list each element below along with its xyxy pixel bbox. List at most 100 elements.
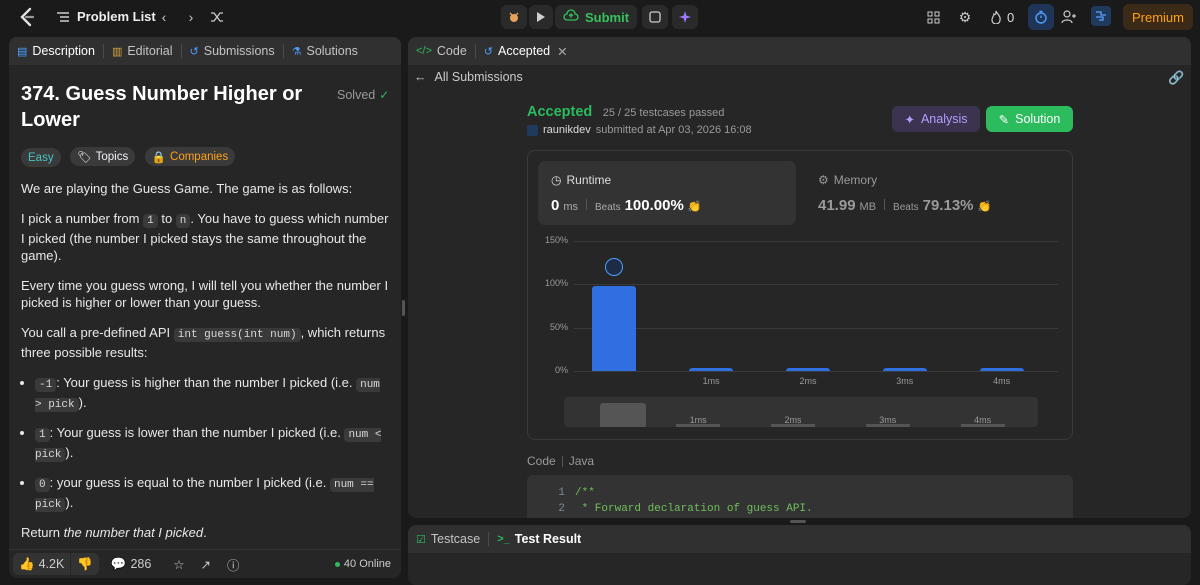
- timer-button[interactable]: [1028, 4, 1054, 30]
- next-problem-icon[interactable]: ›: [188, 9, 194, 25]
- code-line: 1 /**: [527, 485, 1073, 501]
- stat-divider: [884, 199, 886, 210]
- likes-count: 4.2K: [38, 557, 65, 571]
- tab-solutions[interactable]: ⚗ Solutions: [284, 37, 366, 65]
- arrow-left-icon: ←: [414, 70, 427, 84]
- star-icon[interactable]: ☆: [173, 557, 185, 572]
- runtime-heading: ◷ Runtime: [551, 173, 611, 187]
- list-item: 1: Your guess is lower than the number I…: [35, 424, 391, 464]
- right-tabs: </> Code ↺ Accepted ✕: [408, 37, 1191, 65]
- text: : Your guess is higher than the number I…: [56, 375, 357, 390]
- text: I pick a number from: [21, 211, 144, 226]
- difficulty-badge: Easy: [21, 148, 61, 167]
- solution-button[interactable]: ✎ Solution: [986, 106, 1073, 132]
- text: . You have to guess which number I picke…: [21, 211, 389, 263]
- checkbox-icon: ☑: [416, 533, 426, 546]
- description-panel: ▤ Description ▥ Editorial ↺ Submissions …: [9, 37, 401, 578]
- inline-code: -1: [35, 378, 57, 392]
- tab-divider: [282, 44, 284, 58]
- topics-tag[interactable]: 🏷 Topics: [70, 147, 136, 166]
- tab-testcase[interactable]: ☑ Testcase: [408, 525, 488, 553]
- inline-code: n: [175, 214, 191, 228]
- emphasis: the number that I picked: [63, 525, 204, 540]
- runtime-distribution-chart[interactable]: 150% 100% 50% 0% 1ms 2ms 3ms 4ms: [528, 231, 1074, 396]
- ai-sparkle-button[interactable]: [672, 5, 698, 29]
- streak-flame-icon[interactable]: [989, 9, 1003, 25]
- tab-editorial[interactable]: ▥ Editorial: [104, 37, 181, 65]
- tag-row: Easy 🏷 Topics 🔒 Companies: [21, 147, 391, 167]
- leetcode-logo-icon[interactable]: [18, 7, 36, 27]
- username[interactable]: raunikdev: [543, 124, 591, 136]
- submit-label: Submit: [584, 9, 630, 25]
- beats-label: Beats: [595, 202, 621, 213]
- text: ).: [78, 395, 87, 410]
- memory-heading: ⚙ Memory: [818, 173, 877, 187]
- help-icon[interactable]: ⓘ: [227, 558, 240, 573]
- paragraph: We are playing the Guess Game. The game …: [21, 181, 353, 196]
- inline-code: int guess(int num): [173, 328, 301, 342]
- runtime-stats: 0 ms Beats 100.00% 👏: [551, 197, 702, 214]
- tab-accepted[interactable]: ↺ Accepted ✕: [476, 37, 576, 65]
- link-icon[interactable]: 🔗: [1168, 70, 1185, 85]
- runtime-unit: ms: [563, 201, 579, 213]
- add-user-icon[interactable]: [1060, 8, 1078, 26]
- y-tick-label: 100%: [544, 278, 568, 289]
- chart-bar[interactable]: [786, 368, 830, 371]
- premium-button[interactable]: Premium: [1123, 4, 1193, 30]
- back-label: All Submissions: [434, 70, 523, 84]
- user-avatar-icon: [527, 124, 538, 136]
- chart-bar[interactable]: [882, 368, 927, 371]
- heading-divider: [561, 455, 563, 467]
- solved-label: Solved: [337, 88, 376, 102]
- chart-range-slider[interactable]: 1ms 2ms 3ms 4ms: [564, 397, 1038, 427]
- problem-list-link[interactable]: Problem List: [77, 9, 156, 24]
- notes-button[interactable]: [642, 5, 668, 29]
- settings-gear-icon[interactable]: ⚙: [958, 8, 972, 25]
- paragraph: Return the number that I picked.: [21, 524, 391, 541]
- dislike-button[interactable]: 👎: [71, 553, 99, 575]
- text: ).: [65, 495, 74, 510]
- layout-icon[interactable]: [925, 9, 941, 25]
- vertical-resize-handle[interactable]: [790, 520, 806, 523]
- debug-button[interactable]: [501, 5, 527, 29]
- chart-bar[interactable]: [689, 368, 734, 371]
- history-icon: ↺: [189, 45, 199, 58]
- like-button[interactable]: 👍 4.2K: [13, 553, 71, 575]
- x-tick-label: 2ms: [799, 376, 817, 386]
- panel-resize-handle[interactable]: [402, 300, 405, 316]
- tab-test-result[interactable]: >_ Test Result: [489, 525, 589, 553]
- test-tabs: ☑ Testcase >_ Test Result: [408, 525, 1191, 553]
- memory-card[interactable]: ⚙ Memory 41.99 MB Beats 79.13% 👏: [806, 161, 1064, 225]
- avatar[interactable]: [1091, 6, 1111, 26]
- chart-bar[interactable]: [979, 368, 1024, 371]
- run-button[interactable]: [529, 5, 553, 29]
- runtime-card[interactable]: ◷ Runtime 0 ms Beats 100.00% 👏: [538, 161, 796, 225]
- tab-description[interactable]: ▤ Description: [9, 37, 103, 65]
- tab-code[interactable]: </> Code: [408, 37, 475, 65]
- close-icon[interactable]: ✕: [557, 44, 568, 59]
- share-icon[interactable]: ↗: [200, 557, 212, 572]
- back-to-submissions[interactable]: ← All Submissions: [414, 70, 523, 84]
- prev-problem-icon[interactable]: ‹: [161, 9, 167, 25]
- tab-accepted-label: Accepted: [498, 44, 551, 58]
- runtime-beats: 100.00%: [624, 197, 684, 214]
- chart-bar[interactable]: [592, 286, 637, 371]
- slider-thumb[interactable]: [600, 403, 646, 427]
- problem-title[interactable]: 374. Guess Number Higher or Lower: [21, 81, 321, 133]
- tab-submissions-label: Submissions: [203, 44, 275, 58]
- code-viewer[interactable]: 1 /** 2 * Forward declaration of guess AP…: [527, 475, 1073, 518]
- tab-submissions[interactable]: ↺ Submissions: [182, 37, 283, 65]
- line-number: 2: [558, 503, 565, 515]
- submit-button[interactable]: Submit: [555, 5, 637, 29]
- thumbs-down-icon: 👎: [77, 556, 93, 571]
- x-tick-label: 3ms: [896, 376, 914, 386]
- analysis-button[interactable]: ✦ Analysis: [892, 106, 980, 132]
- tab-divider: [102, 44, 104, 58]
- comments-button[interactable]: 💬 286: [111, 557, 151, 572]
- memory-stats: 41.99 MB Beats 79.13% 👏: [818, 197, 991, 214]
- companies-tag[interactable]: 🔒 Companies: [144, 147, 236, 166]
- problem-list-icon[interactable]: [56, 9, 70, 25]
- text: : Your guess is lower than the number I …: [49, 425, 345, 440]
- history-icon: ↺: [483, 45, 494, 58]
- shuffle-icon[interactable]: [209, 8, 225, 26]
